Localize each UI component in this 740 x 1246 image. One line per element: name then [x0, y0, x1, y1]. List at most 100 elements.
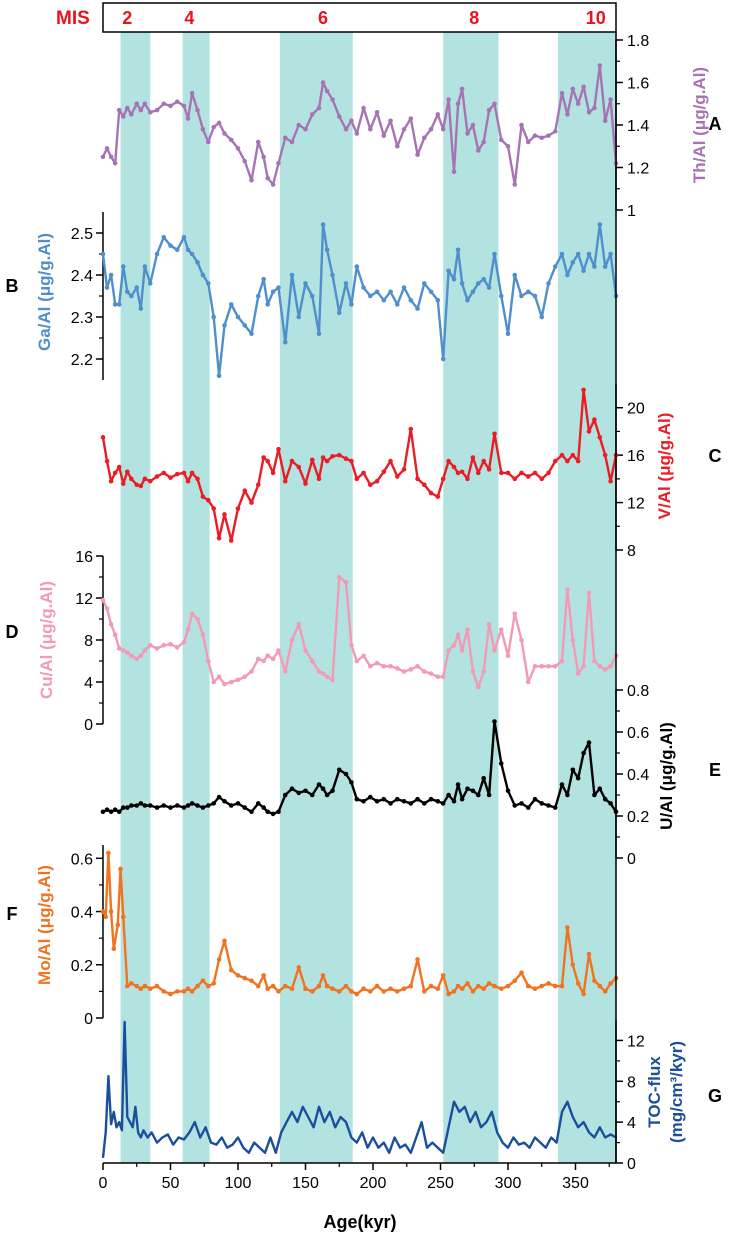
panel-B-point	[428, 289, 434, 295]
panel-F-point	[435, 986, 441, 992]
panel-A-point	[428, 126, 434, 132]
panel-E-point	[470, 788, 476, 794]
panel-E-point	[181, 805, 187, 810]
panel-E-point	[343, 771, 349, 777]
panel-A-point	[276, 160, 281, 166]
panel-B-point	[539, 314, 545, 320]
panel-C-point	[138, 483, 144, 489]
panel-C-point	[154, 474, 160, 479]
panel-D-point	[168, 641, 173, 647]
panel-C-point	[276, 446, 281, 452]
panel-A-point	[388, 118, 393, 124]
panel-D-point	[330, 677, 335, 683]
panel-D-point	[349, 642, 354, 648]
panel-B-point	[422, 281, 427, 286]
panel-F-point	[120, 914, 126, 920]
panel-D-point	[546, 663, 551, 669]
panel-D-point	[147, 642, 153, 648]
panel-C-point	[608, 478, 613, 484]
panel-B-point	[498, 293, 504, 299]
panel-F: 0.6 0.4 0.2 0 Mo/Al (μg/g.Al) F	[7, 845, 619, 1028]
panel-A-point	[185, 116, 191, 121]
panel-C-point	[104, 458, 110, 464]
panel-C-point	[552, 458, 558, 464]
panel-C-point	[592, 417, 597, 422]
panel-E-point	[408, 801, 414, 806]
panel-B-point	[211, 314, 216, 320]
panel-C-tick-label: 8	[627, 543, 636, 560]
panel-F-point	[374, 983, 380, 989]
panel-D-point	[481, 669, 487, 674]
panel-F-point	[459, 986, 465, 992]
panel-D-point	[185, 627, 191, 632]
panel-C-point	[309, 457, 315, 463]
x-axis-title: Age(kyr)	[323, 1212, 396, 1232]
panel-B-point	[206, 281, 211, 286]
panel-B-point	[459, 281, 465, 286]
panel-B-point	[249, 331, 254, 337]
panel-B-point	[476, 281, 481, 286]
panel-B-point	[570, 260, 576, 265]
panel-B-point	[324, 247, 330, 253]
panel-D-point	[519, 637, 524, 643]
panel-A-point	[282, 135, 288, 141]
panel-A-point	[481, 139, 487, 145]
panel-C-point	[374, 478, 380, 484]
panel-D-point	[435, 674, 441, 680]
panel-F-point	[361, 986, 366, 992]
panel-D-point	[129, 653, 134, 659]
panel-F-point	[570, 962, 576, 968]
panel-F-point	[211, 981, 216, 986]
panel-F-series-line	[101, 851, 617, 996]
panel-D-point	[451, 642, 457, 648]
panel-E-point	[525, 805, 531, 810]
panel-C-point	[282, 478, 288, 484]
panel-A-point	[422, 135, 427, 141]
panel-B-point	[129, 293, 134, 299]
panel-A-point	[575, 101, 581, 107]
panel-D-point	[289, 637, 295, 643]
mis-header: MIS 2 4 6 8 10	[56, 2, 617, 33]
panel-C-point	[228, 538, 234, 543]
panel-D: 16 12 8 4 0 Cu/Al (μg/g.Al) D	[6, 549, 619, 734]
panel-E-point	[138, 801, 144, 806]
panel-B-point	[546, 281, 551, 286]
panel-C-point	[330, 454, 335, 459]
panel-D-point	[216, 674, 222, 680]
panel-A-ylabel: Th/Al (μg/g.Al)	[690, 67, 709, 183]
panel-B-point	[602, 264, 608, 269]
panel-C-point	[602, 452, 608, 458]
panel-D-point	[374, 660, 380, 666]
panel-C-point	[559, 452, 565, 458]
panel-A-tick-label: 1.2	[627, 161, 649, 178]
panel-E-series-line	[102, 720, 618, 816]
panel-A-point	[559, 90, 565, 96]
panel-E-point	[129, 803, 134, 808]
panel-E-point	[265, 809, 271, 815]
panel-A-point	[336, 114, 342, 119]
panel-D-point	[476, 684, 481, 690]
panel-A-point	[270, 182, 276, 187]
panel-F-point	[316, 983, 322, 989]
panel-A-point	[586, 109, 592, 115]
panel-B-point	[361, 285, 366, 290]
panel-E-point	[415, 796, 420, 802]
panel-E-point	[455, 782, 461, 787]
panel-B-tick-label: 2.3	[71, 310, 93, 327]
panel-B-point	[320, 222, 326, 227]
panel-B-point	[608, 251, 613, 257]
panel-E-point	[161, 803, 167, 808]
panel-B-point	[270, 289, 276, 295]
panel-B-point	[415, 306, 420, 311]
panel-E-tick-label: 0	[627, 851, 636, 868]
panel-A-tick-label: 1.4	[627, 118, 649, 135]
panel-A-point	[476, 148, 481, 153]
panel-A-point	[608, 97, 613, 102]
mis-bands	[120, 32, 616, 1163]
panel-D-point	[395, 666, 400, 671]
panel-D-point	[270, 656, 276, 662]
panel-C-tick-label: 20	[627, 401, 645, 418]
panel-C-point	[255, 482, 261, 488]
panel-E-point	[519, 801, 524, 806]
panel-C-point	[222, 512, 227, 517]
